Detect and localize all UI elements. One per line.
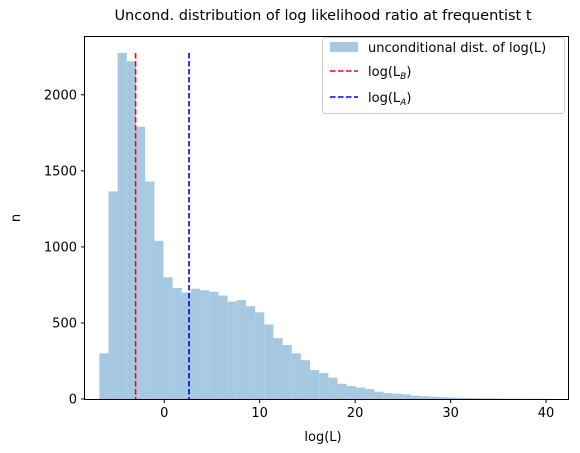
y-tick-label: 2000 xyxy=(44,88,77,103)
histogram-bar xyxy=(346,386,356,399)
legend-label-la: log(LA) xyxy=(368,91,411,108)
histogram-bar xyxy=(227,301,237,399)
y-axis-ticks: 0 500 1000 1500 2000 xyxy=(44,88,85,408)
x-tick-label: 20 xyxy=(347,406,364,421)
histogram-bar xyxy=(392,393,402,399)
histogram-bar xyxy=(108,191,118,399)
histogram-bar xyxy=(484,398,494,399)
x-tick-label: 0 xyxy=(160,406,168,421)
histogram-bar xyxy=(264,324,274,399)
histogram-bar xyxy=(410,395,421,399)
legend-label-lb: log(LB) xyxy=(368,65,411,82)
histogram-bar xyxy=(245,306,256,399)
histogram-bars xyxy=(99,52,549,400)
histogram-bar xyxy=(163,277,173,399)
legend-box xyxy=(322,37,565,114)
histogram-bar xyxy=(300,360,311,399)
histogram-bar xyxy=(135,126,146,399)
x-axis-ticks: 0 10 20 30 40 xyxy=(160,399,554,421)
histogram-bar xyxy=(456,397,466,399)
x-axis-label: log(L) xyxy=(304,430,341,445)
plot-frame xyxy=(84,36,569,400)
histogram-bar xyxy=(465,398,476,399)
legend-label-histogram: unconditional dist. of log(L) xyxy=(368,41,546,56)
histogram-bar xyxy=(383,392,393,399)
x-tick-label: 10 xyxy=(251,406,268,421)
histogram-bar xyxy=(190,288,201,399)
histogram-bar xyxy=(181,292,191,399)
legend-swatch-histogram xyxy=(330,42,358,52)
histogram-bar xyxy=(255,312,265,399)
histogram-bar xyxy=(328,377,338,399)
histogram-bar xyxy=(99,353,109,399)
histogram-bar xyxy=(475,398,485,399)
y-tick-label: 0 xyxy=(69,393,77,408)
histogram-bar xyxy=(154,240,164,399)
histogram-bar xyxy=(374,391,384,399)
chart-title: Uncond. distribution of log likelihood r… xyxy=(114,8,531,24)
histogram-bar xyxy=(420,396,430,399)
histogram-bar xyxy=(291,353,301,399)
histogram-bar xyxy=(337,383,347,399)
histogram-bar xyxy=(145,181,155,399)
y-tick-label: 500 xyxy=(52,316,77,331)
histogram-bar xyxy=(209,291,219,399)
histogram-bar xyxy=(117,52,127,400)
y-tick-label: 1000 xyxy=(44,240,77,255)
x-tick-label: 40 xyxy=(538,406,555,421)
reference-lines xyxy=(134,52,190,399)
histogram-bar xyxy=(282,345,292,399)
histogram-bar xyxy=(401,394,411,399)
histogram-bar xyxy=(355,387,366,399)
histogram-bar xyxy=(438,397,448,399)
histogram-bar xyxy=(365,389,375,399)
y-axis-label: n xyxy=(9,214,24,222)
histogram-bar xyxy=(273,338,283,399)
legend: unconditional dist. of log(L) log(LB) lo… xyxy=(322,37,565,114)
histogram-bar xyxy=(200,290,210,399)
histogram-bar xyxy=(310,370,320,399)
histogram-bar xyxy=(126,61,136,400)
histogram-bar xyxy=(429,396,439,399)
histogram-bar xyxy=(172,287,182,399)
histogram-bar xyxy=(236,300,246,399)
histogram-bar xyxy=(319,373,329,399)
histogram-bar xyxy=(218,295,228,399)
y-tick-label: 1500 xyxy=(44,164,77,179)
histogram-bar xyxy=(447,397,457,399)
x-tick-label: 30 xyxy=(442,406,459,421)
